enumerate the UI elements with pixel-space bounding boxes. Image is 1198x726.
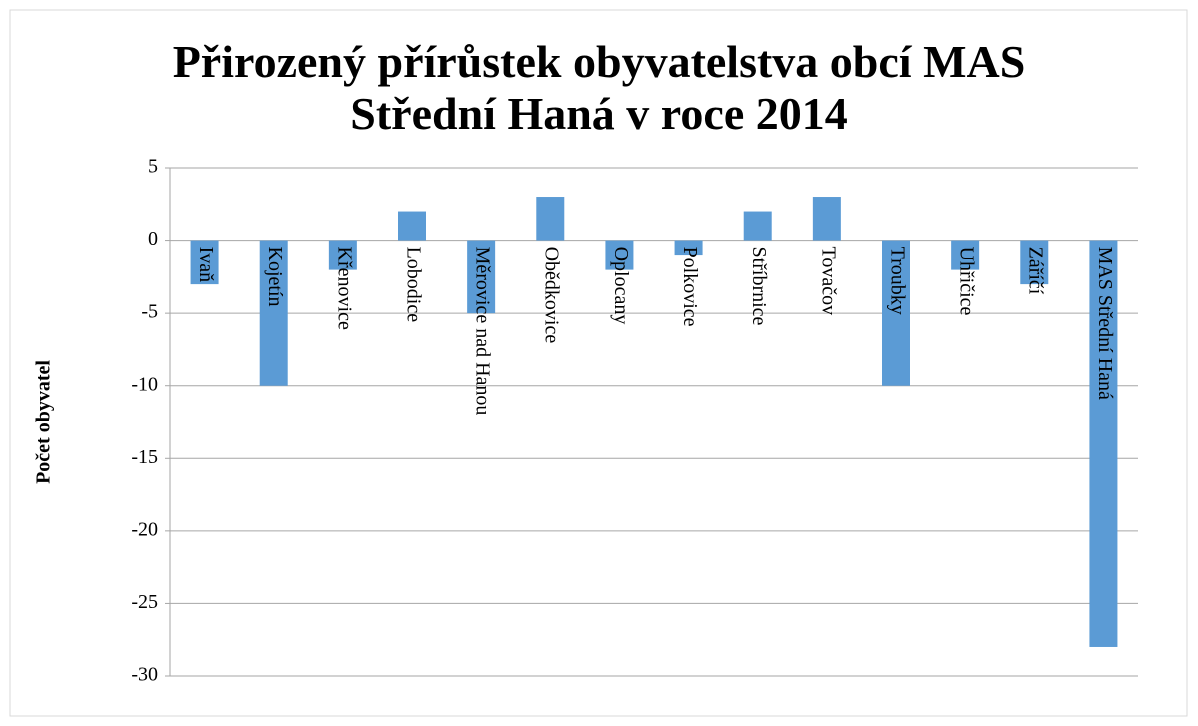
x-tick-label: Křenovice [333,247,355,330]
x-tick-label: Lobodice [402,247,424,323]
chart-border [9,9,1188,717]
x-tick-label: MAS Střední Haná [1094,247,1116,400]
x-tick-label: Oplocany [610,247,632,325]
y-axis-label: Počet obyvatel [33,360,55,484]
x-tick-label: Obědkovice [541,247,563,344]
x-tick-label: Kojetín [264,247,286,307]
bar [190,240,219,285]
bar [536,197,565,241]
y-tick-label: -5 [141,301,158,323]
x-tick-label: Troubky [886,247,908,315]
bar [812,197,841,241]
x-tick-label: Tovačov [817,247,839,316]
y-tick-label: 5 [148,156,158,178]
bar [674,240,703,256]
bar [398,211,426,241]
x-tick-label: Stříbrnice [748,247,770,326]
bar [1089,240,1118,647]
x-tick-label: Ivaň [195,247,217,283]
y-tick-label: 0 [148,228,158,250]
x-tick-label: Uhřičice [956,247,978,316]
x-tick-label: Polkovice [679,247,701,327]
bar [951,240,980,270]
y-tick-label: -25 [131,591,158,613]
x-tick-label: Měrovice nad Hanou [472,247,494,416]
y-tick-label: -30 [131,664,158,686]
chart-title: Přirozený přírůstek obyvatelstva obcí MA… [172,36,1026,139]
y-tick-label: -10 [131,373,158,395]
bar [882,240,910,386]
bar [259,240,288,386]
x-tick-label: Záříčí [1025,247,1047,295]
bar [743,211,772,241]
bar [467,240,496,314]
bar [328,240,357,270]
bar [1020,240,1049,285]
y-tick-label: -15 [131,446,158,468]
y-tick-label: -20 [131,518,158,540]
bar [605,240,634,270]
